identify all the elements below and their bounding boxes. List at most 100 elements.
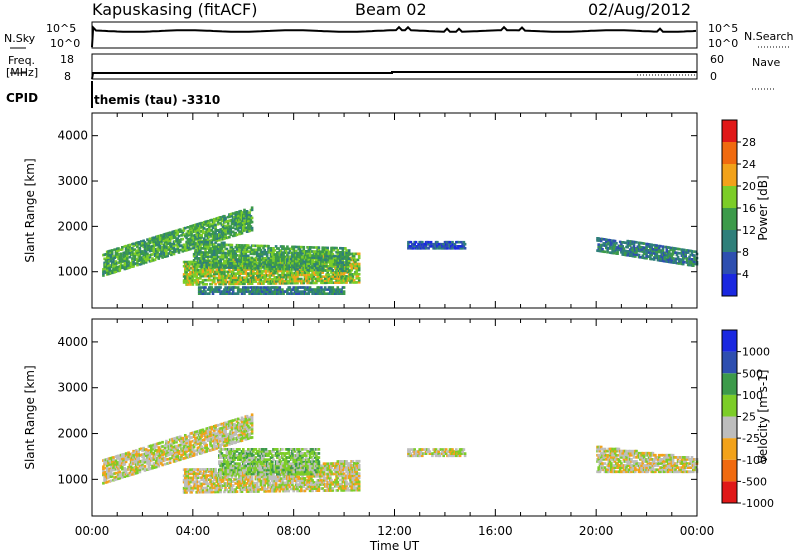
rti-cell [184,245,187,248]
rti-cell [152,242,156,246]
rti-cell [205,450,208,453]
rti-cell [214,265,217,269]
rti-cell [176,450,179,454]
rti-cell [189,472,192,476]
rti-cell [182,229,186,232]
rti-cell [255,278,259,281]
rti-cell [453,245,457,248]
rti-cell [303,290,307,293]
rti-cell [279,275,283,279]
rti-cell [311,254,314,257]
rti-cell [300,262,303,265]
rti-cell [238,282,241,286]
rti-cell [218,232,221,236]
rti-cell [308,262,312,265]
rti-cell [342,290,346,293]
rti-cell [693,256,696,259]
rti-cell [341,265,345,268]
rti-cell [200,445,203,449]
rti-cell [357,266,361,270]
rti-cell [230,243,234,247]
rti-cell [308,273,312,277]
rti-cell [109,463,113,466]
rti-cell [342,279,346,282]
rti-cell [421,247,424,250]
rti-cell [138,470,142,474]
rti-cell [181,436,185,440]
rti-cell [330,267,333,270]
rti-cell [115,461,119,464]
rti-cell [210,434,214,437]
rti-cell [330,277,333,280]
rti-cell [245,431,249,435]
rti-cell [334,255,337,258]
rti-cell [204,232,207,236]
rti-cell [148,255,152,259]
rti-cell [123,261,127,265]
rti-cell [131,251,134,254]
rti-cell [272,257,275,260]
rti-cell [231,419,235,422]
rti-cell [214,233,217,237]
rti-cell [214,247,217,250]
rti-cell [247,429,250,432]
rti-cell [104,259,108,262]
rti-cell [104,253,108,256]
rti-cell [160,254,163,258]
rti-cell [294,290,298,293]
rti-cell [330,263,333,266]
rti-cell [200,253,203,256]
rti-cell [131,247,134,250]
rti-cell [187,486,191,490]
rti-cell [250,216,254,220]
rti-cell [166,254,169,258]
rti-cell [315,260,318,264]
rti-cell [340,265,343,268]
rti-cell [247,244,250,247]
rti-cell [250,282,254,285]
rti-cell [191,266,195,270]
rti-cell [215,257,219,261]
rti-cell [282,247,285,250]
rti-cell [157,464,161,468]
rti-cell [229,225,232,228]
rti-cell [231,247,235,251]
rti-cell [317,248,321,251]
rti-cell [124,454,128,457]
rti-cell [612,251,616,255]
rti-cell [345,271,348,274]
rti-cell [313,288,317,291]
rti-cell [191,260,195,264]
rti-cell [242,278,245,281]
rti-cell [185,491,188,494]
rti-cell [234,274,237,278]
rti-cell [334,281,337,284]
rti-cell [112,458,115,461]
rti-cell [294,266,298,269]
rti-cell [153,258,157,262]
rti-cell [243,225,246,228]
rti-cell [618,240,622,244]
rti-cell [313,252,317,255]
rti-cell [205,243,208,246]
rti-cell [160,234,163,237]
rti-cell [453,242,457,246]
rti-cell [109,475,113,479]
rti-cell [121,264,124,267]
rti-cell [219,445,222,449]
rti-cell [136,263,139,267]
rti-cell [204,286,207,289]
rti-cell [109,259,113,263]
rti-cell [191,488,195,492]
rti-cell [210,425,214,429]
rti-cell [305,277,308,281]
rti-cell [342,277,346,280]
rti-cell [200,234,203,237]
rti-cell [187,482,191,486]
rti-cell [112,258,115,262]
rti-cell [215,219,219,222]
rti-cell [265,280,269,283]
rti-cell [177,243,181,246]
rti-cell [162,247,166,251]
